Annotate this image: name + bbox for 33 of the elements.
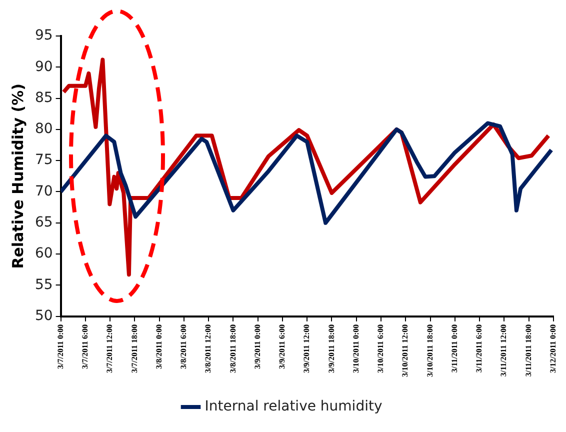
x-tick-label: 3/7/2011 6:00: [80, 324, 90, 370]
y-tick-label: 55: [34, 276, 53, 293]
x-tick-label: 3/11/2011 18:00: [524, 324, 533, 377]
x-tick-label: 3/12/2011 0:00: [548, 324, 558, 374]
x-tick-label: 3/10/2011 6:00: [376, 324, 386, 374]
x-tick-label: 3/10/2011 0:00: [351, 324, 360, 374]
y-tick-label: 50: [34, 308, 53, 324]
y-tick-label: 80: [34, 121, 53, 138]
y-tick-label: 70: [34, 183, 53, 200]
y-tick-label: 95: [34, 28, 53, 44]
x-tick-label: 3/9/2011 6:00: [278, 324, 287, 370]
x-tick-label: 3/9/2011 18:00: [326, 324, 336, 374]
x-tick-label: 3/9/2011 12:00: [302, 324, 312, 374]
y-tick-label: 60: [34, 246, 53, 262]
x-tick-label: 3/8/2011 12:00: [204, 324, 213, 374]
x-tick-label: 3/11/2011 6:00: [474, 324, 484, 373]
x-tick-label: 3/10/2011 12:00: [400, 324, 410, 378]
x-tick-label: 3/7/2011 0:00: [56, 324, 65, 370]
x-tick-label: 3/8/2011 6:00: [179, 324, 188, 370]
x-tick-label: 3/8/2011 0:00: [154, 324, 164, 370]
x-tick-label: 3/7/2011 18:00: [130, 324, 139, 374]
legend-label: Internal relative humidity: [204, 398, 382, 415]
y-axis-title: Relative Humidity (%): [8, 84, 27, 269]
x-tick-label: 3/9/2011 0:00: [252, 324, 262, 370]
x-tick-label: 3/7/2011 12:00: [105, 324, 114, 374]
y-tick-label: 65: [34, 214, 53, 231]
y-tick-label: 90: [34, 58, 53, 75]
y-tick-label: 75: [34, 152, 53, 168]
x-tick-label: 3/11/2011 0:00: [450, 324, 459, 373]
x-tick-label: 3/10/2011 18:00: [425, 324, 434, 378]
x-tick-label: 3/11/2011 12:00: [499, 324, 508, 377]
y-tick-label: 85: [34, 90, 53, 106]
x-tick-label: 3/8/2011 18:00: [228, 324, 238, 374]
